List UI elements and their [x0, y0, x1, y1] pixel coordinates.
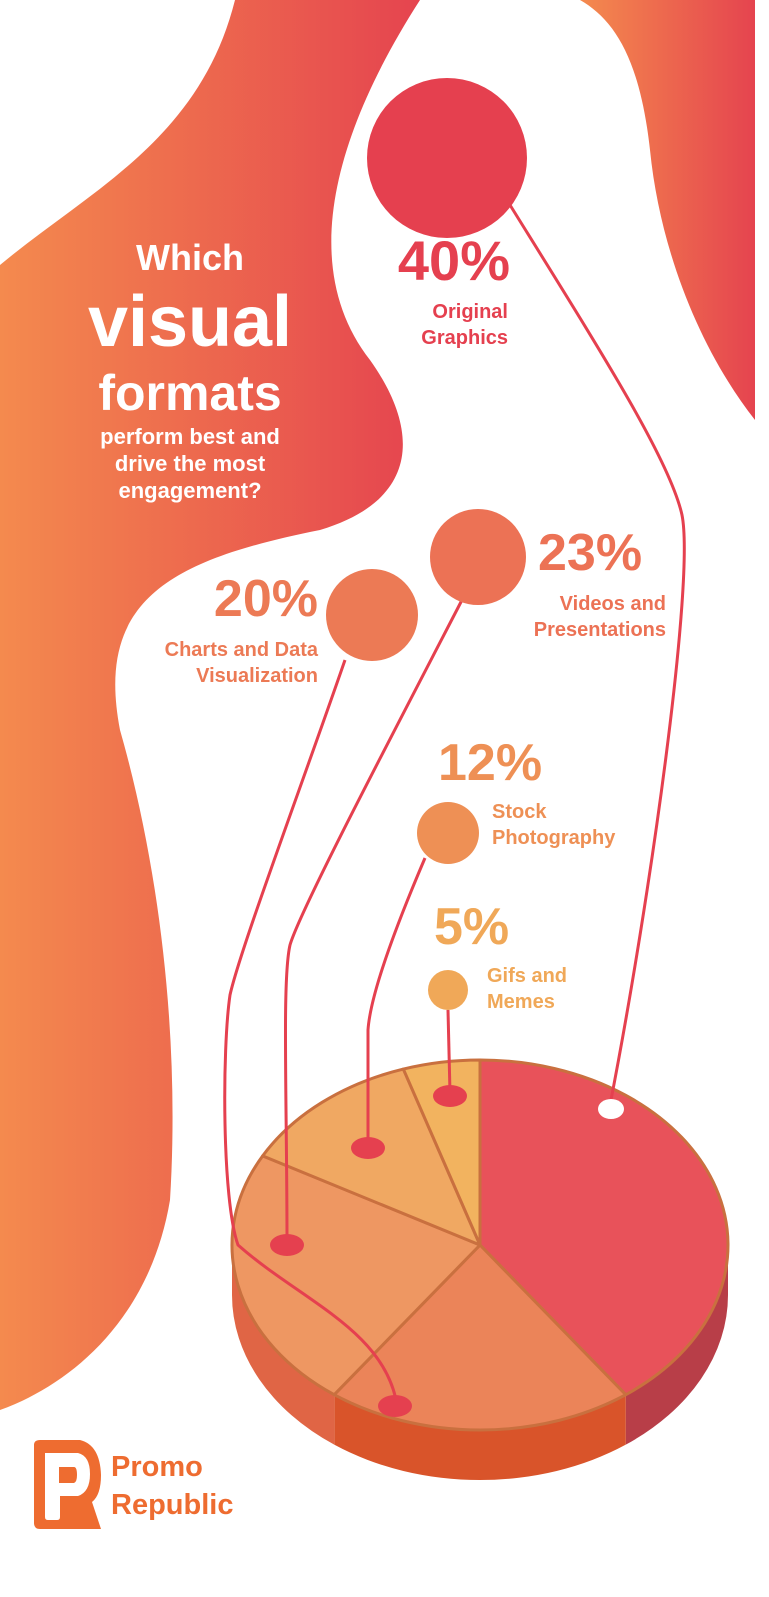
bubble-gifs	[428, 970, 468, 1010]
pie-slice-2	[230, 1154, 482, 1397]
percent-label: 23%	[538, 524, 642, 582]
category-label: Original	[432, 301, 508, 323]
title-line: formats	[98, 365, 281, 421]
pie-slice-4	[401, 1058, 482, 1247]
brand-name-line: Republic	[111, 1489, 233, 1521]
category-label: Memes	[487, 991, 555, 1013]
pie-slice-1	[332, 1243, 628, 1432]
title-line: visual	[88, 282, 292, 362]
pin-gifs	[433, 1085, 467, 1107]
leader-line-original-graphics	[508, 204, 686, 1106]
pie-slice-0	[478, 1058, 730, 1397]
category-label: Videos and	[560, 593, 666, 615]
category-label: Graphics	[421, 327, 508, 349]
pins	[270, 1085, 624, 1417]
leader-line-gifs	[446, 1009, 452, 1094]
category-label: Stock	[492, 801, 547, 823]
label-charts: 20% Charts and Data Visualization	[165, 570, 319, 687]
subtitle-line: engagement?	[118, 478, 261, 503]
pie-side-1	[334, 1394, 626, 1480]
category-label: Charts and Data	[165, 639, 319, 661]
percent-label: 12%	[438, 734, 542, 792]
pin-videos	[270, 1234, 304, 1256]
category-label: Visualization	[196, 665, 318, 687]
label-gifs: 5% Gifs and Memes	[434, 898, 567, 1013]
pin-original-graphics	[598, 1099, 624, 1119]
title-line: Which	[136, 237, 244, 278]
label-original-graphics: 40% Original Graphics	[398, 229, 510, 349]
category-label: Photography	[492, 827, 616, 849]
brand-name-line: Promo	[111, 1451, 203, 1483]
bubble-stock	[417, 802, 479, 864]
promorepublic-logo: Promo Republic	[34, 1440, 233, 1529]
pin-charts	[378, 1395, 412, 1417]
label-stock: 12% Stock Photography	[438, 734, 616, 849]
label-videos: 23% Videos and Presentations	[534, 524, 666, 641]
logo-letter-p	[45, 1453, 90, 1520]
bubble-original-graphics	[367, 78, 527, 238]
headline: Which visual formats perform best and dr…	[88, 237, 292, 503]
subtitle-line: drive the most	[115, 451, 266, 476]
leader-line-charts	[223, 659, 399, 1406]
pie-side-2	[232, 1245, 335, 1445]
pie-chart	[230, 1058, 730, 1480]
pin-stock	[351, 1137, 385, 1159]
subtitle-line: perform best and	[100, 424, 280, 449]
category-label: Gifs and	[487, 965, 567, 987]
percent-label: 5%	[434, 898, 509, 956]
bubble-videos	[430, 509, 526, 605]
percent-label: 20%	[214, 570, 318, 628]
category-label: Presentations	[534, 619, 666, 641]
leader-line-stock	[366, 857, 427, 1147]
percent-label: 40%	[398, 229, 510, 292]
background-blob-left	[0, 0, 420, 1410]
bubble-charts	[326, 569, 418, 661]
leader-line-videos	[283, 599, 464, 1244]
pie-side-0	[625, 1245, 728, 1445]
background-blob-right	[580, 0, 755, 420]
